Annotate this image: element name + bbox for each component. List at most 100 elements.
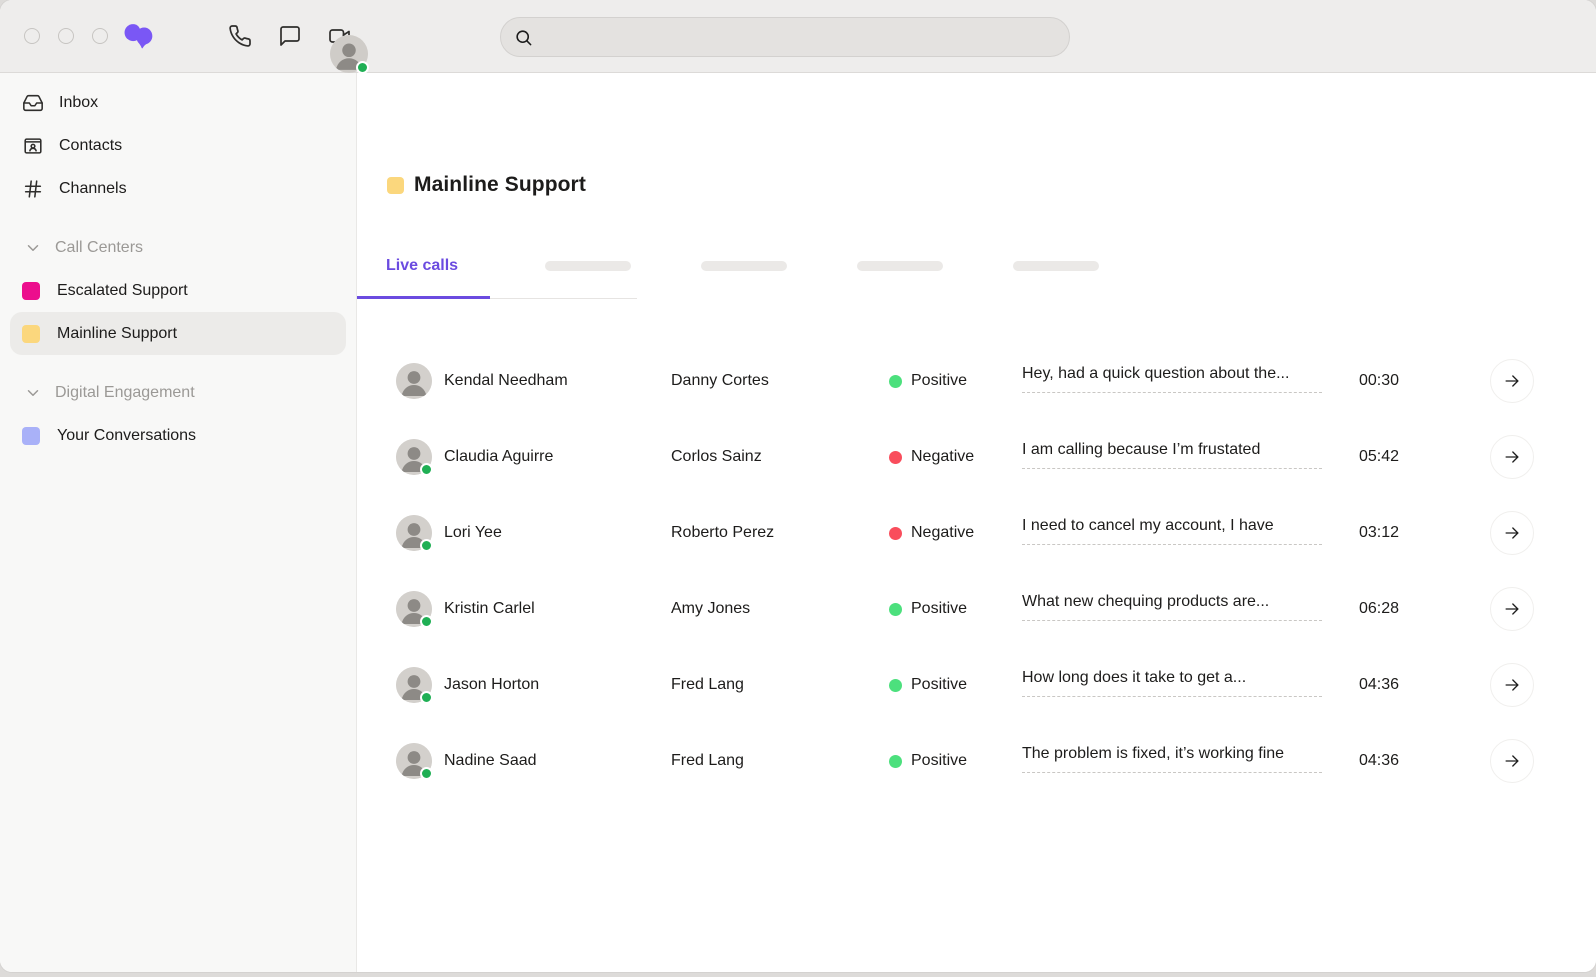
call-row[interactable]: Jason Horton Fred Lang Positive How long… (357, 647, 1596, 723)
user-avatar[interactable] (330, 35, 369, 74)
channel-label: Escalated Support (57, 281, 188, 299)
call-duration: 04:36 (1359, 752, 1400, 769)
section-label: Digital Engagement (55, 383, 195, 401)
sentiment-label: Negative (911, 448, 975, 465)
search-bar[interactable] (500, 17, 1070, 57)
call-row[interactable]: Nadine Saad Fred Lang Positive The probl… (357, 723, 1596, 799)
caller-name: Corlos Sainz (671, 448, 762, 465)
agent-name: Kendal Needham (444, 372, 568, 389)
chevron-down-icon (27, 244, 39, 251)
active-tab-underline (357, 296, 490, 299)
channel-color-swatch (22, 281, 40, 300)
arrow-right-icon (1505, 603, 1519, 615)
sentiment-label: Positive (911, 600, 968, 617)
call-duration: 06:28 (1359, 600, 1400, 617)
contacts-icon (24, 137, 42, 154)
section-label: Call Centers (55, 238, 144, 256)
dialpad-logo-icon (124, 24, 153, 49)
agent-name: Nadine Saad (444, 752, 537, 769)
open-call-button[interactable] (1490, 359, 1534, 403)
tab-live-calls[interactable]: Live calls (386, 257, 459, 274)
sidebar-item-escalated-support[interactable]: Escalated Support (10, 269, 346, 312)
open-call-button[interactable] (1490, 663, 1534, 707)
call-row[interactable]: Claudia Aguirre Corlos Sainz Negative I … (357, 419, 1596, 495)
live-calls-table: Kendal Needham Danny Cortes Positive Hey… (357, 343, 1596, 799)
tab-skeleton (545, 261, 632, 271)
inbox-icon (23, 94, 43, 111)
sidebar-item-contacts[interactable]: Contacts (0, 124, 356, 167)
agent-avatar (396, 363, 432, 399)
window-control-zoom[interactable] (92, 28, 108, 44)
call-row[interactable]: Kristin Carlel Amy Jones Positive What n… (357, 571, 1596, 647)
presence-dot (420, 463, 433, 476)
transcript-snippet: The problem is fixed, it’s working fine (1022, 745, 1322, 773)
call-duration: 05:42 (1359, 448, 1400, 465)
channel-label: Mainline Support (57, 324, 178, 342)
page-title: Mainline Support (414, 173, 586, 196)
phone-icon[interactable] (228, 24, 252, 48)
sentiment-dot (889, 754, 902, 768)
call-row[interactable]: Lori Yee Roberto Perez Negative I need t… (357, 495, 1596, 571)
caller-name: Fred Lang (671, 752, 744, 769)
caller-name: Fred Lang (671, 676, 744, 693)
page-header: Mainline Support (357, 73, 1596, 197)
search-input[interactable] (533, 28, 1069, 46)
section-digital-engagement[interactable]: Digital Engagement (0, 371, 356, 414)
sentiment-label: Positive (911, 676, 968, 693)
sentiment-dot (889, 526, 902, 540)
agent-name: Claudia Aguirre (444, 448, 554, 465)
transcript-snippet: I am calling because I’m frustated (1022, 441, 1322, 469)
sidebar-item-label: Channels (59, 179, 127, 197)
window-control-minimize[interactable] (58, 28, 74, 44)
sidebar: Inbox Contacts Channels (0, 73, 357, 972)
arrow-right-icon (1505, 451, 1519, 463)
agent-avatar (396, 743, 433, 780)
tab-bar: Live calls (357, 257, 1596, 299)
transcript-snippet: Hey, had a quick question about the... (1022, 365, 1322, 393)
call-row[interactable]: Kendal Needham Danny Cortes Positive Hey… (357, 343, 1596, 419)
arrow-right-icon (1505, 527, 1519, 539)
open-call-button[interactable] (1490, 739, 1534, 783)
sidebar-item-inbox[interactable]: Inbox (0, 81, 356, 124)
arrow-right-icon (1505, 375, 1519, 387)
open-call-button[interactable] (1490, 587, 1534, 631)
tab-skeleton (701, 261, 788, 271)
channel-color-swatch (22, 426, 40, 445)
presence-dot (420, 767, 433, 780)
chevron-down-icon (27, 389, 39, 396)
agent-avatar (396, 667, 433, 704)
sidebar-item-channels[interactable]: Channels (0, 167, 356, 210)
sidebar-item-mainline-support[interactable]: Mainline Support (10, 312, 346, 355)
chat-icon[interactable] (278, 24, 302, 48)
avatar-image (396, 363, 432, 399)
presence-dot (420, 691, 433, 704)
agent-avatar (396, 439, 433, 476)
agent-name: Jason Horton (444, 676, 540, 693)
sidebar-item-label: Contacts (59, 136, 123, 154)
presence-dot (420, 615, 433, 628)
arrow-right-icon (1505, 755, 1519, 767)
top-bar (0, 0, 1596, 74)
agent-avatar (396, 591, 433, 628)
open-call-button[interactable] (1490, 511, 1534, 555)
sentiment-dot (889, 374, 902, 388)
sidebar-item-label: Inbox (59, 93, 99, 111)
presence-dot (420, 539, 433, 552)
window-control-close[interactable] (24, 28, 40, 44)
sidebar-item-your-conversations[interactable]: Your Conversations (10, 414, 346, 457)
sentiment-dot (889, 602, 902, 616)
section-call-centers[interactable]: Call Centers (0, 226, 356, 269)
window-controls (24, 28, 108, 44)
caller-name: Roberto Perez (671, 524, 775, 541)
sentiment-label: Positive (911, 372, 968, 389)
main-content: Mainline Support Live calls (357, 73, 1596, 972)
tab-skeletons (545, 257, 1100, 271)
sentiment-label: Positive (911, 752, 968, 769)
channel-label: Your Conversations (57, 426, 197, 444)
arrow-right-icon (1505, 679, 1519, 691)
tab-underline-rest (490, 298, 637, 299)
transcript-snippet: I need to cancel my account, I have (1022, 517, 1322, 545)
hash-icon (24, 179, 42, 198)
open-call-button[interactable] (1490, 435, 1534, 479)
